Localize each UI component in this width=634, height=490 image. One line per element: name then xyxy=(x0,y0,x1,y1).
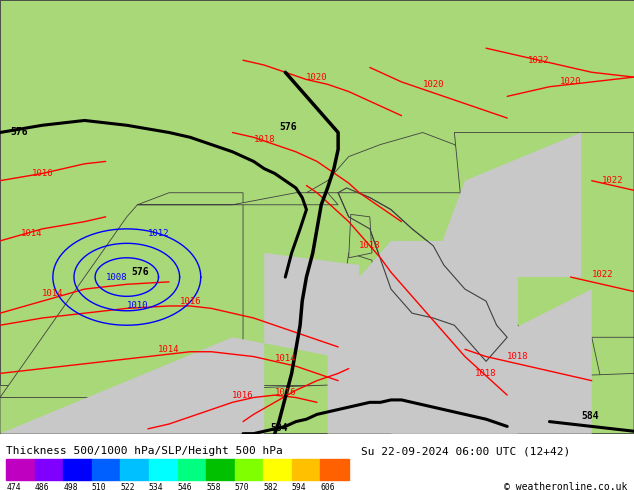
Text: 1018: 1018 xyxy=(507,352,529,361)
Text: 1012: 1012 xyxy=(148,229,169,238)
Bar xyxy=(320,459,349,480)
Bar xyxy=(6,459,35,480)
Text: © weatheronline.co.uk: © weatheronline.co.uk xyxy=(504,482,628,490)
Polygon shape xyxy=(0,373,634,434)
Text: 1022: 1022 xyxy=(528,56,550,65)
Text: 1016: 1016 xyxy=(232,391,254,400)
Polygon shape xyxy=(349,215,372,258)
Text: 1016: 1016 xyxy=(275,388,296,397)
Bar xyxy=(206,459,235,480)
Bar xyxy=(235,459,263,480)
Polygon shape xyxy=(0,0,634,386)
Text: Su 22-09-2024 06:00 UTC (12+42): Su 22-09-2024 06:00 UTC (12+42) xyxy=(361,446,571,456)
Text: 582: 582 xyxy=(263,483,278,490)
Text: 1018: 1018 xyxy=(254,135,275,144)
Text: 1008: 1008 xyxy=(105,272,127,282)
Text: 534: 534 xyxy=(149,483,164,490)
Polygon shape xyxy=(0,193,243,397)
Polygon shape xyxy=(429,330,501,361)
Bar xyxy=(149,459,178,480)
Text: 584: 584 xyxy=(581,411,598,421)
Bar xyxy=(92,459,120,480)
Text: 1016: 1016 xyxy=(32,169,53,178)
Text: 498: 498 xyxy=(63,483,78,490)
Bar xyxy=(292,459,320,480)
Bar xyxy=(35,459,63,480)
Text: 510: 510 xyxy=(92,483,107,490)
Text: 1022: 1022 xyxy=(592,270,613,279)
Polygon shape xyxy=(338,188,507,361)
Text: 546: 546 xyxy=(178,483,192,490)
Text: 1020: 1020 xyxy=(422,80,444,89)
Text: 1020: 1020 xyxy=(560,77,581,86)
Text: 1014: 1014 xyxy=(21,229,42,238)
Text: 1016: 1016 xyxy=(179,296,201,306)
Polygon shape xyxy=(138,193,338,205)
Polygon shape xyxy=(0,0,634,434)
Text: 1022: 1022 xyxy=(602,176,624,185)
Text: 606: 606 xyxy=(320,483,335,490)
Text: 576: 576 xyxy=(131,267,148,277)
Text: 522: 522 xyxy=(120,483,135,490)
Text: 584: 584 xyxy=(271,423,288,433)
Text: 1014: 1014 xyxy=(158,345,180,354)
Text: 594: 594 xyxy=(292,483,306,490)
Bar xyxy=(263,459,292,480)
Polygon shape xyxy=(340,253,376,313)
Text: 1010: 1010 xyxy=(127,301,148,311)
Text: Thickness 500/1000 hPa/SLP/Height 500 hPa: Thickness 500/1000 hPa/SLP/Height 500 hP… xyxy=(6,446,283,456)
Polygon shape xyxy=(306,132,476,193)
Text: 576: 576 xyxy=(11,127,28,137)
Polygon shape xyxy=(592,337,634,434)
Text: 486: 486 xyxy=(35,483,49,490)
Bar xyxy=(178,459,206,480)
Text: 1014: 1014 xyxy=(42,290,63,298)
Text: 1018: 1018 xyxy=(476,369,497,378)
Polygon shape xyxy=(328,241,518,434)
Polygon shape xyxy=(391,289,592,434)
Text: 474: 474 xyxy=(6,483,21,490)
Text: 1020: 1020 xyxy=(306,73,328,82)
Polygon shape xyxy=(455,132,634,434)
Text: 576: 576 xyxy=(279,122,297,132)
Text: 1018: 1018 xyxy=(359,241,380,250)
Text: 1014: 1014 xyxy=(275,354,296,364)
Bar xyxy=(120,459,149,480)
Text: 570: 570 xyxy=(235,483,249,490)
Polygon shape xyxy=(0,253,359,434)
Bar xyxy=(63,459,92,480)
Text: 558: 558 xyxy=(206,483,221,490)
Polygon shape xyxy=(429,132,581,277)
